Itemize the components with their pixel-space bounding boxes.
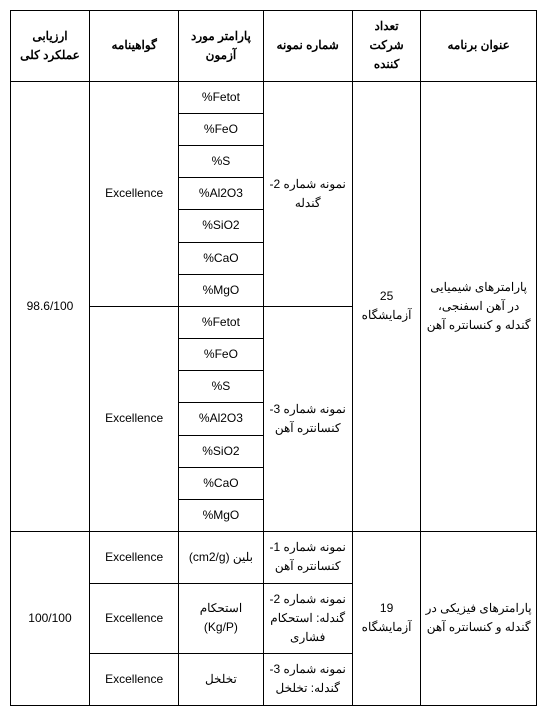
sample-cell: نمونه شماره 2- گندله bbox=[263, 81, 352, 306]
param-cell: %FeO bbox=[179, 339, 263, 371]
program-title-cell: پارامترهای فیزیکی در گندله و کنسانتره آه… bbox=[421, 532, 537, 705]
table-row: پارامترهای شیمیایی در آهن اسفنجی، گندله … bbox=[11, 81, 537, 113]
eval-cell: 98.6/100 bbox=[11, 81, 90, 532]
param-cell: استحکام (Kg/P) bbox=[179, 583, 263, 654]
param-cell: %SiO2 bbox=[179, 210, 263, 242]
param-cell: %S bbox=[179, 371, 263, 403]
header-sample-no: شماره نمونه bbox=[263, 11, 352, 82]
cert-cell: Excellence bbox=[89, 306, 178, 531]
sample-cell: نمونه شماره 3- کنسانتره آهن bbox=[263, 306, 352, 531]
param-cell: %Fetot bbox=[179, 306, 263, 338]
header-participants: تعداد شرکت کننده bbox=[352, 11, 420, 82]
param-cell: %MgO bbox=[179, 500, 263, 532]
header-row: عنوان برنامه تعداد شرکت کننده شماره نمون… bbox=[11, 11, 537, 82]
param-cell: %Al2O3 bbox=[179, 403, 263, 435]
param-cell: %FeO bbox=[179, 113, 263, 145]
data-table: عنوان برنامه تعداد شرکت کننده شماره نمون… bbox=[10, 10, 537, 706]
param-cell: %Fetot bbox=[179, 81, 263, 113]
header-overall-eval: ارزیابی عملکرد کلی bbox=[11, 11, 90, 82]
param-cell: %Al2O3 bbox=[179, 178, 263, 210]
cert-cell: Excellence bbox=[89, 583, 178, 654]
participants-cell: 25 آزمایشگاه bbox=[352, 81, 420, 532]
cert-cell: Excellence bbox=[89, 532, 178, 583]
cert-cell: Excellence bbox=[89, 654, 178, 705]
program-title-cell: پارامترهای شیمیایی در آهن اسفنجی، گندله … bbox=[421, 81, 537, 532]
participants-cell: 19 آزمایشگاه bbox=[352, 532, 420, 705]
param-cell: تخلخل bbox=[179, 654, 263, 705]
header-certificate: گواهینامه bbox=[89, 11, 178, 82]
header-parameter: پارامتر مورد آزمون bbox=[179, 11, 263, 82]
eval-cell: 100/100 bbox=[11, 532, 90, 705]
param-cell: %SiO2 bbox=[179, 435, 263, 467]
table-row: پارامترهای فیزیکی در گندله و کنسانتره آه… bbox=[11, 532, 537, 583]
param-cell: %S bbox=[179, 145, 263, 177]
param-cell: %CaO bbox=[179, 242, 263, 274]
cert-cell: Excellence bbox=[89, 81, 178, 306]
param-cell: بلین (cm2/g) bbox=[179, 532, 263, 583]
sample-cell: نمونه شماره 1- کنسانتره آهن bbox=[263, 532, 352, 583]
sample-cell: نمونه شماره 3- گندله: تخلخل bbox=[263, 654, 352, 705]
param-cell: %CaO bbox=[179, 467, 263, 499]
header-program-title: عنوان برنامه bbox=[421, 11, 537, 82]
sample-cell: نمونه شماره 2- گندله: استحکام فشاری bbox=[263, 583, 352, 654]
param-cell: %MgO bbox=[179, 274, 263, 306]
